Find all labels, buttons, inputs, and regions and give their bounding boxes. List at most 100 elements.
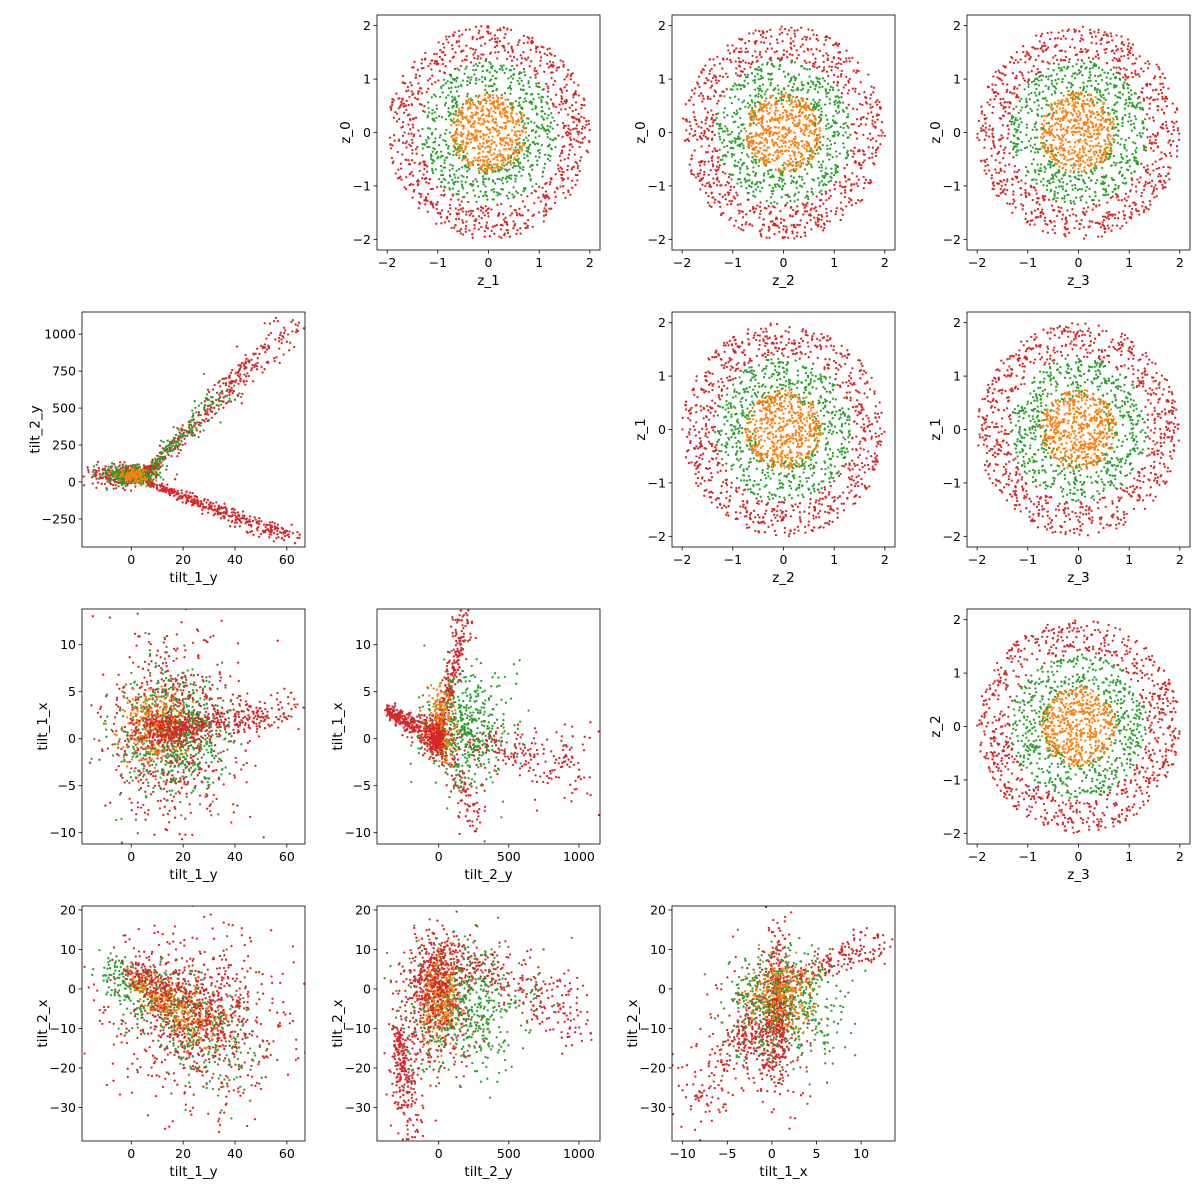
- scatter-point: [572, 96, 575, 99]
- scatter-point: [1135, 57, 1138, 60]
- scatter-point: [1085, 172, 1088, 175]
- scatter-point: [509, 55, 512, 58]
- scatter-point: [872, 86, 876, 89]
- scatter-point: [845, 163, 849, 166]
- scatter-point: [730, 152, 734, 156]
- scatter-point: [1115, 66, 1118, 69]
- scatter-point: [716, 160, 720, 164]
- scatter-point: [779, 92, 783, 95]
- scatter-point: [493, 152, 496, 155]
- scatter-point: [457, 110, 461, 113]
- scatter-point: [1145, 128, 1149, 131]
- scatter-point: [832, 81, 835, 84]
- scatter-point: [724, 183, 727, 187]
- scatter-point: [761, 36, 764, 39]
- scatter-point: [834, 150, 838, 153]
- scatter-point: [772, 153, 775, 157]
- scatter-point: [515, 151, 519, 154]
- scatter-point: [488, 235, 491, 238]
- scatter-point: [1166, 130, 1169, 133]
- scatter-point: [448, 73, 451, 76]
- scatter-point: [837, 100, 841, 103]
- scatter-point: [1021, 106, 1024, 109]
- scatter-point: [744, 222, 747, 226]
- scatter-point: [992, 91, 996, 95]
- scatter-point: [821, 160, 825, 163]
- scatter-point: [791, 232, 794, 235]
- scatter-point: [732, 153, 736, 156]
- scatter-point: [1105, 47, 1108, 51]
- scatter-point: [571, 186, 574, 189]
- scatter-point: [1125, 68, 1128, 71]
- scatter-point: [711, 165, 715, 168]
- scatter-point: [765, 162, 768, 165]
- scatter-point: [768, 236, 771, 239]
- scatter-point: [699, 169, 702, 172]
- scatter-point: [722, 111, 725, 114]
- scatter-point: [531, 168, 534, 171]
- scatter-point: [774, 106, 778, 109]
- scatter-point: [696, 172, 699, 176]
- scatter-point: [813, 87, 817, 91]
- scatter-point: [778, 96, 782, 99]
- scatter-point: [712, 177, 715, 180]
- scatter-point: [734, 113, 738, 116]
- scatter-point: [460, 183, 464, 186]
- scatter-point: [469, 104, 472, 107]
- scatter-point: [552, 83, 555, 86]
- scatter-point: [1019, 109, 1022, 112]
- scatter-point: [549, 64, 552, 68]
- scatter-point: [985, 172, 988, 175]
- scatter-point: [991, 129, 994, 132]
- scatter-point: [782, 115, 785, 118]
- scatter-point: [526, 195, 529, 198]
- scatter-point: [1138, 213, 1141, 216]
- scatter-point: [501, 101, 504, 104]
- scatter-point: [818, 127, 821, 130]
- scatter-point: [1148, 181, 1151, 184]
- scatter-point: [457, 150, 460, 154]
- scatter-point: [505, 67, 508, 70]
- scatter-point: [837, 61, 840, 65]
- scatter-point: [522, 190, 525, 193]
- scatter-point: [535, 50, 538, 53]
- scatter-point: [713, 74, 716, 77]
- scatter-point: [811, 150, 814, 154]
- scatter-point: [1088, 28, 1092, 32]
- scatter-point: [828, 189, 832, 192]
- scatter-point: [1144, 180, 1147, 184]
- scatter-point: [827, 197, 831, 200]
- scatter-point: [424, 177, 428, 180]
- scatter-point: [395, 92, 398, 95]
- scatter-point: [577, 84, 580, 87]
- scatter-point: [528, 85, 531, 89]
- scatter-point: [1021, 208, 1024, 211]
- scatter-point: [759, 106, 762, 109]
- scatter-point: [415, 180, 419, 183]
- scatter-point: [767, 172, 770, 176]
- scatter-point: [1055, 200, 1058, 203]
- scatter-point: [457, 114, 460, 117]
- scatter-point: [739, 47, 742, 50]
- scatter-point: [817, 223, 820, 227]
- scatter-point: [1060, 49, 1063, 52]
- scatter-point: [712, 119, 715, 122]
- scatter-point: [1153, 141, 1156, 144]
- scatter-point: [772, 189, 775, 193]
- scatter-point: [1012, 193, 1015, 196]
- scatter-point: [846, 149, 849, 153]
- scatter-point: [724, 172, 727, 175]
- scatter-point: [710, 138, 714, 141]
- scatter-point: [814, 144, 818, 147]
- scatter-point: [778, 185, 782, 188]
- scatter-point: [518, 77, 521, 80]
- scatter-point: [546, 48, 549, 51]
- scatter-point: [571, 116, 575, 120]
- scatter-point: [741, 70, 744, 73]
- scatter-point: [439, 156, 442, 159]
- scatter-point: [442, 51, 445, 54]
- scatter-point: [737, 135, 740, 138]
- scatter-point: [527, 209, 530, 212]
- scatter-point: [760, 75, 763, 78]
- y-tick-label: 2: [363, 18, 371, 33]
